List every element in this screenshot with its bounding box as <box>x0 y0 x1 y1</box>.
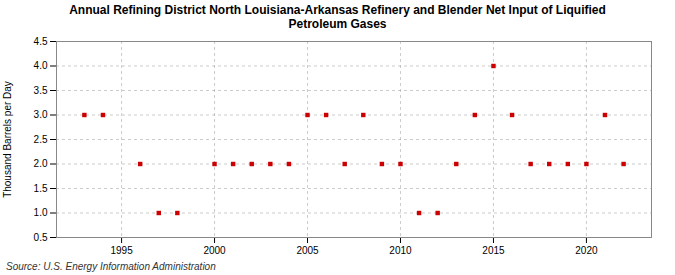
svg-text:3.0: 3.0 <box>34 109 48 120</box>
svg-text:4.5: 4.5 <box>34 36 48 47</box>
svg-text:3.5: 3.5 <box>34 85 48 96</box>
html-text:Source: U.S. Energy Informatio: Source: U.S. Energy Information Administ… <box>6 261 216 272</box>
svg-text:1995: 1995 <box>110 245 133 256</box>
svg-text:Thousand Barrels per Day: Thousand Barrels per Day <box>2 81 13 198</box>
svg-text:2005: 2005 <box>296 245 319 256</box>
svg-text:2.5: 2.5 <box>34 134 48 145</box>
html-text:Annual Refining District North: Annual Refining District North Louisiana… <box>69 3 606 31</box>
svg-text:4.0: 4.0 <box>34 60 48 71</box>
svg-text:2015: 2015 <box>482 245 505 256</box>
svg-text:2010: 2010 <box>389 245 412 256</box>
svg-text:0.5: 0.5 <box>34 232 48 243</box>
svg-text:2000: 2000 <box>203 245 226 256</box>
svg-text:2020: 2020 <box>575 245 598 256</box>
svg-text:2.0: 2.0 <box>34 158 48 169</box>
svg-text:1.5: 1.5 <box>34 183 48 194</box>
svg-text:1.0: 1.0 <box>34 207 48 218</box>
